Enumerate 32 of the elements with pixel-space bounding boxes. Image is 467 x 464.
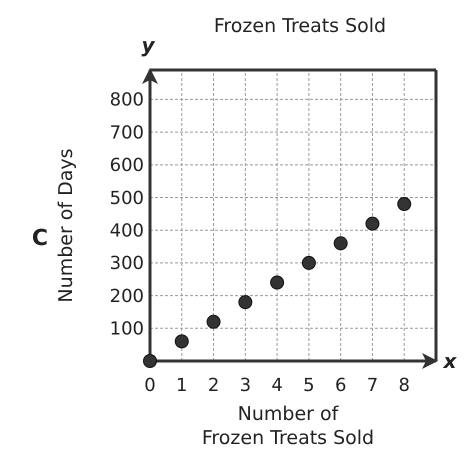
point [143, 354, 157, 368]
y-tick-label: 700 [110, 122, 144, 144]
x-tick-label: 6 [334, 375, 346, 396]
text: y [141, 33, 156, 57]
y-tick-label: 800 [110, 90, 144, 111]
y-tick-label: 300 [110, 253, 144, 274]
x-tick-label: 8 [398, 375, 410, 396]
y-tick-label: 100 [110, 318, 144, 340]
y-axis-title: Number of Days [55, 148, 77, 303]
x-tick-label: 7 [366, 375, 378, 396]
point [206, 314, 221, 329]
x-axis-title: Number of Frozen Treats Sold [202, 403, 374, 449]
x-tick-label: 2 [208, 375, 220, 396]
point [334, 236, 348, 250]
point [397, 197, 412, 212]
y-tick-label: 600 [110, 155, 144, 176]
x-tick-label: 4 [271, 375, 283, 396]
x-tick-label: 5 [303, 375, 315, 396]
point [365, 216, 380, 231]
x-tick-label: 1 [176, 375, 188, 396]
text: x [442, 349, 458, 373]
point [174, 334, 189, 348]
y-tick-label: 400 [110, 220, 144, 242]
chart-title: Frozen Treats Sold [214, 15, 386, 37]
point [270, 276, 284, 290]
point [238, 295, 252, 310]
x-tick-label: 3 [240, 375, 252, 396]
point [302, 256, 316, 270]
y-tick-label: 500 [110, 188, 144, 209]
y-tick-label: 200 [110, 286, 144, 307]
text: C [32, 226, 48, 251]
x-tick-label: 0 [144, 375, 156, 396]
